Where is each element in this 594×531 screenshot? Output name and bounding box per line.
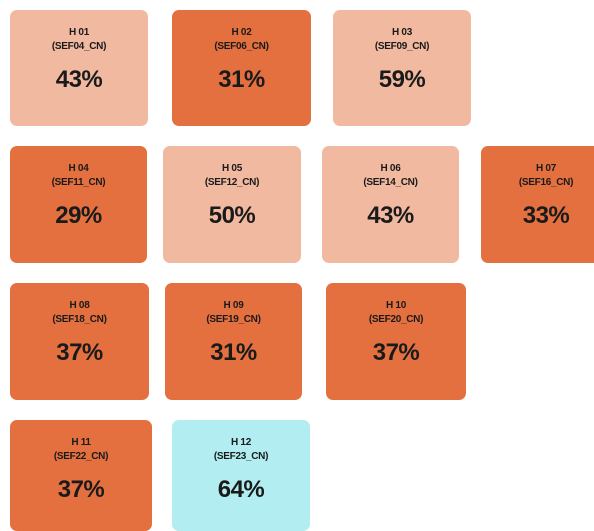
tile-label: H 08 [69, 300, 90, 311]
tile-value: 59% [378, 66, 426, 93]
tile-code: (SEF16_CN) [518, 177, 574, 188]
tile-label: H 11 [71, 437, 91, 448]
tile: H 08 (SEF18_CN) 37% [10, 283, 149, 400]
tile-code: (SEF20_CN) [368, 314, 424, 325]
tile-value: 37% [57, 476, 105, 503]
tile-label: H 01 [69, 27, 89, 38]
tile-value: 31% [218, 66, 265, 93]
tile-code: (SEF12_CN) [204, 177, 260, 188]
tile: H 07 (SEF16_CN) 33% [481, 146, 594, 263]
tile: H 12 (SEF23_CN) 64% [172, 420, 310, 531]
tile-label: H 03 [392, 27, 412, 38]
tile: H 03 (SEF09_CN) 59% [333, 10, 471, 126]
tile-value: 64% [217, 476, 265, 503]
tile: H 05 (SEF12_CN) 50% [163, 146, 301, 263]
tile-code: (SEF19_CN) [206, 314, 261, 325]
tile: H 04 (SEF11_CN) 29% [10, 146, 147, 263]
tile-code: (SEF06_CN) [214, 41, 269, 52]
tile-value: 37% [56, 339, 103, 366]
tile-label: H 06 [380, 163, 401, 174]
tile-code: (SEF14_CN) [363, 177, 418, 188]
tile-code: (SEF09_CN) [374, 41, 430, 52]
tile: H 11 (SEF22_CN) 37% [10, 420, 152, 531]
tile: H 10 (SEF20_CN) 37% [326, 283, 466, 400]
tile: H 02 (SEF06_CN) 31% [172, 10, 311, 126]
tile-label: H 12 [231, 437, 251, 448]
tile-label: H 05 [222, 163, 242, 174]
tile: H 01 (SEF04_CN) 43% [10, 10, 148, 126]
tile: H 09 (SEF19_CN) 31% [165, 283, 302, 400]
tile-label: H 07 [536, 163, 556, 174]
tile-value: 37% [372, 339, 420, 366]
tile-label: H 10 [386, 300, 406, 311]
tile: H 06 (SEF14_CN) 43% [322, 146, 459, 263]
tile-code: (SEF11_CN) [51, 177, 106, 188]
tile-value: 29% [55, 202, 102, 229]
tile-code: (SEF04_CN) [51, 41, 107, 52]
tile-value: 33% [522, 202, 570, 229]
tile-code: (SEF18_CN) [52, 314, 107, 325]
tile-label: H 04 [68, 163, 89, 174]
tile-label: H 02 [231, 27, 252, 38]
tile-value: 31% [210, 339, 257, 366]
tile-value: 43% [367, 202, 414, 229]
tile-value: 50% [208, 202, 256, 229]
tile-label: H 09 [223, 300, 244, 311]
tile-value: 43% [55, 66, 103, 93]
tile-code: (SEF22_CN) [53, 451, 109, 462]
tile-code: (SEF23_CN) [213, 451, 269, 462]
